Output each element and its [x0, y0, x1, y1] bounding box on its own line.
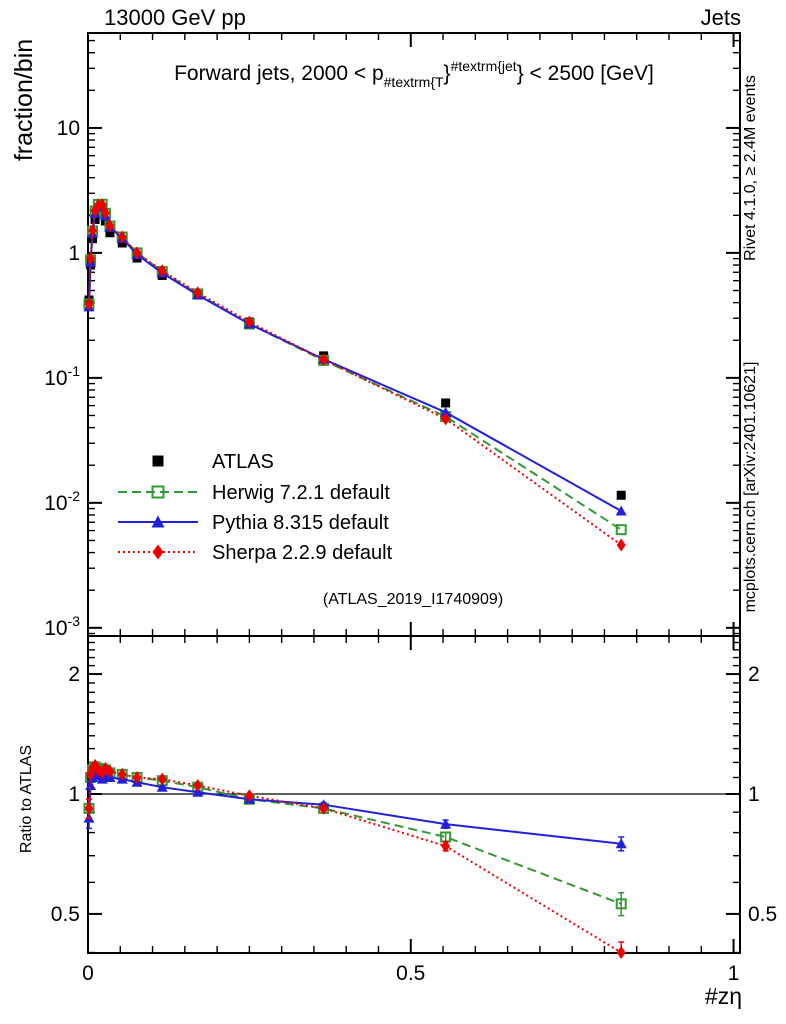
legend-item-herwig: Herwig 7.2.1 default [118, 482, 390, 504]
series-main-sherpa [84, 198, 626, 552]
header-beam-energy: 13000 GeV pp [104, 5, 246, 30]
data-marker [441, 412, 451, 426]
data-marker [616, 490, 626, 500]
data-series-layer [83, 198, 627, 960]
ratio-y-tick-label-left: 2 [68, 663, 80, 686]
observable-title-post: } < 2500 [GeV] [517, 62, 654, 85]
main-y-tick-label: 10-3 [44, 613, 80, 640]
data-marker [441, 398, 451, 408]
data-marker [105, 764, 115, 778]
data-marker [105, 228, 115, 238]
x-tick-label: 0 [82, 962, 94, 985]
ratio-y-tick-label-left: 1 [68, 783, 80, 806]
legend-label-sherpa: Sherpa 2.2.9 default [212, 542, 393, 564]
data-marker [152, 544, 164, 560]
legend-marker-sherpa [118, 544, 198, 560]
data-marker [117, 230, 127, 244]
data-marker [86, 252, 96, 266]
observable-title-superscript: #textrm{jet [451, 58, 517, 74]
x-axis-title: #zη [705, 983, 742, 1009]
main-y-tick-label: 10 [57, 117, 80, 140]
ratio-y-axis-title: Ratio to ATLAS [18, 745, 35, 853]
series-ratio-sherpa [84, 758, 626, 960]
legend-label-pythia: Pythia 8.315 default [212, 512, 389, 534]
ratio-y-tick-label-right: 1 [748, 783, 760, 806]
legend-marker-pythia [118, 515, 198, 528]
data-marker [85, 780, 97, 791]
data-marker [117, 767, 127, 781]
data-marker [100, 206, 110, 220]
mcplots-arxiv-caption: mcplots.cern.ch [arXiv:2401.10621] [742, 362, 759, 613]
main-panel-frame [87, 32, 741, 637]
series-line [87, 205, 622, 512]
header-analysis-group: Jets [701, 5, 741, 30]
x-tick-label: 1 [728, 962, 740, 985]
legend-label-herwig: Herwig 7.2.1 default [212, 482, 390, 504]
data-marker [151, 485, 165, 499]
data-marker [132, 770, 142, 784]
observable-title: Forward jets, 2000 < p#textrm{T}#textrm{… [174, 58, 654, 90]
data-marker [615, 505, 627, 516]
data-marker [440, 818, 452, 829]
series-ratio-line [87, 763, 622, 954]
legend-marker-atlas [152, 455, 164, 467]
data-marker [193, 779, 203, 793]
data-marker [616, 946, 626, 960]
data-marker [319, 353, 329, 367]
data-marker [152, 455, 164, 467]
ratio-y-tick-label-right: 0.5 [748, 903, 777, 926]
observable-title-subscript: #textrm{T [384, 74, 444, 90]
ratio-y-tick-label-left: 0.5 [51, 903, 80, 926]
observable-title-mid: } [444, 62, 451, 85]
data-marker [616, 538, 626, 552]
series-main-atlas [84, 206, 626, 500]
legend-item-atlas: ATLAS [152, 451, 274, 473]
data-marker [244, 315, 254, 329]
series-main-pythia [83, 201, 627, 516]
legend: ATLAS Herwig 7.2.1 default Pythia 8.315 … [118, 451, 393, 564]
axes-ticks-layer: 0 0.5 1 10 1 10-1 10-2 10-3 2 2 1 1 0.5 0.5 [44, 33, 777, 985]
data-marker [88, 224, 98, 238]
data-marker [193, 286, 203, 300]
data-marker [156, 781, 168, 792]
data-marker [441, 839, 451, 853]
analysis-id-watermark: (ATLAS_2019_I1740909) [323, 591, 503, 608]
main-y-tick-label: 1 [68, 242, 80, 265]
data-marker [157, 264, 167, 278]
x-tick-label: 0.5 [396, 962, 425, 985]
legend-label-atlas: ATLAS [212, 451, 274, 473]
rivet-version-caption: Rivet 4.1.0, ≥ 2.4M events [742, 75, 759, 261]
legend-item-sherpa: Sherpa 2.2.9 default [118, 542, 393, 564]
main-y-tick-label: 10-1 [44, 363, 80, 390]
data-marker [84, 297, 94, 311]
series-ratio-herwig [83, 761, 627, 917]
data-marker [157, 772, 167, 786]
data-marker [105, 219, 115, 233]
data-marker [244, 789, 254, 803]
data-marker [84, 801, 94, 815]
main-y-axis-title: fraction/bin [10, 39, 38, 161]
data-marker [615, 524, 627, 536]
data-marker [151, 515, 165, 528]
observable-title-pre: Forward jets, 2000 < p [174, 62, 384, 85]
series-ratio-line [87, 773, 622, 845]
data-marker [440, 406, 452, 417]
data-marker [319, 801, 329, 815]
legend-item-pythia: Pythia 8.315 default [118, 512, 389, 534]
data-marker [615, 898, 627, 910]
series-ratio-line [87, 765, 622, 905]
series-line [87, 203, 622, 531]
legend-marker-herwig [118, 485, 198, 499]
main-y-tick-label: 10-2 [44, 488, 80, 515]
data-marker [615, 838, 627, 849]
data-marker [132, 246, 142, 260]
ratio-y-tick-label-right: 2 [748, 663, 760, 686]
